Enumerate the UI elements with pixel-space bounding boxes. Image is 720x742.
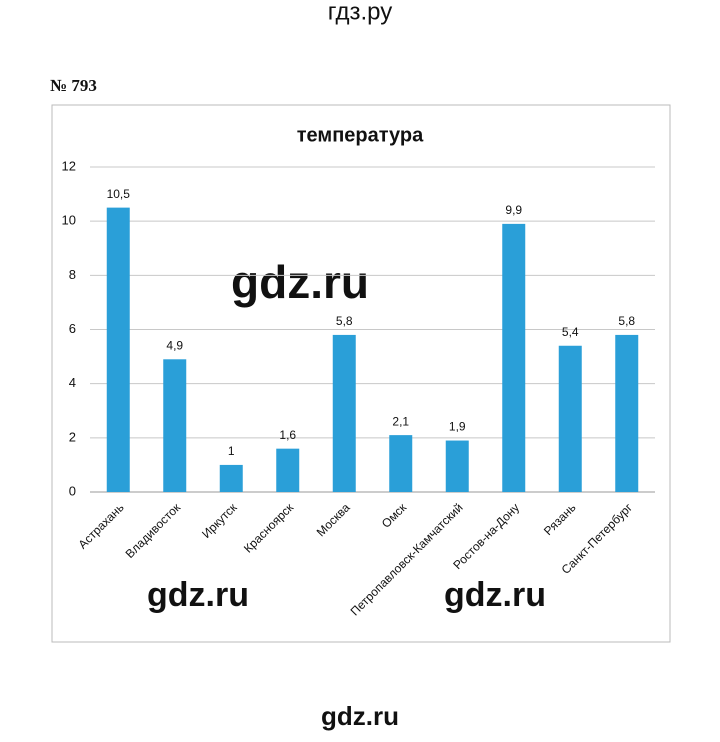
bar [106,207,130,492]
y-tick-label: 2 [69,429,76,444]
data-label: 2,1 [392,414,409,428]
y-tick-label: 10 [62,213,76,228]
y-tick-label: 4 [69,375,76,390]
bar [445,440,469,492]
watermark: gdz.ru [231,256,369,308]
watermark: gdz.ru [444,576,546,614]
bar [332,334,356,492]
chart-title: температура [297,124,424,146]
y-tick-label: 8 [69,267,76,282]
bar [389,435,413,492]
y-tick-label: 12 [62,158,76,173]
bar [558,345,582,492]
data-label: 1 [228,444,235,458]
data-label: 5,8 [336,314,353,328]
site-header: гдз.ру [328,0,392,25]
data-label: 1,6 [279,428,296,442]
watermark: gdz.ru [321,701,399,731]
data-label: 5,8 [618,314,635,328]
data-label: 5,4 [562,325,579,339]
bar [276,448,300,492]
data-label: 1,9 [449,420,466,434]
watermark: gdz.ru [147,576,249,614]
data-label: 4,9 [166,338,183,352]
data-label: 10,5 [107,187,131,201]
data-label: 9,9 [505,203,522,217]
bar [163,359,187,492]
bar [502,223,526,492]
problem-number: № 793 [50,76,97,95]
y-tick-label: 6 [69,321,76,336]
bar [219,464,243,492]
y-tick-label: 0 [69,483,76,498]
bar [615,334,639,492]
